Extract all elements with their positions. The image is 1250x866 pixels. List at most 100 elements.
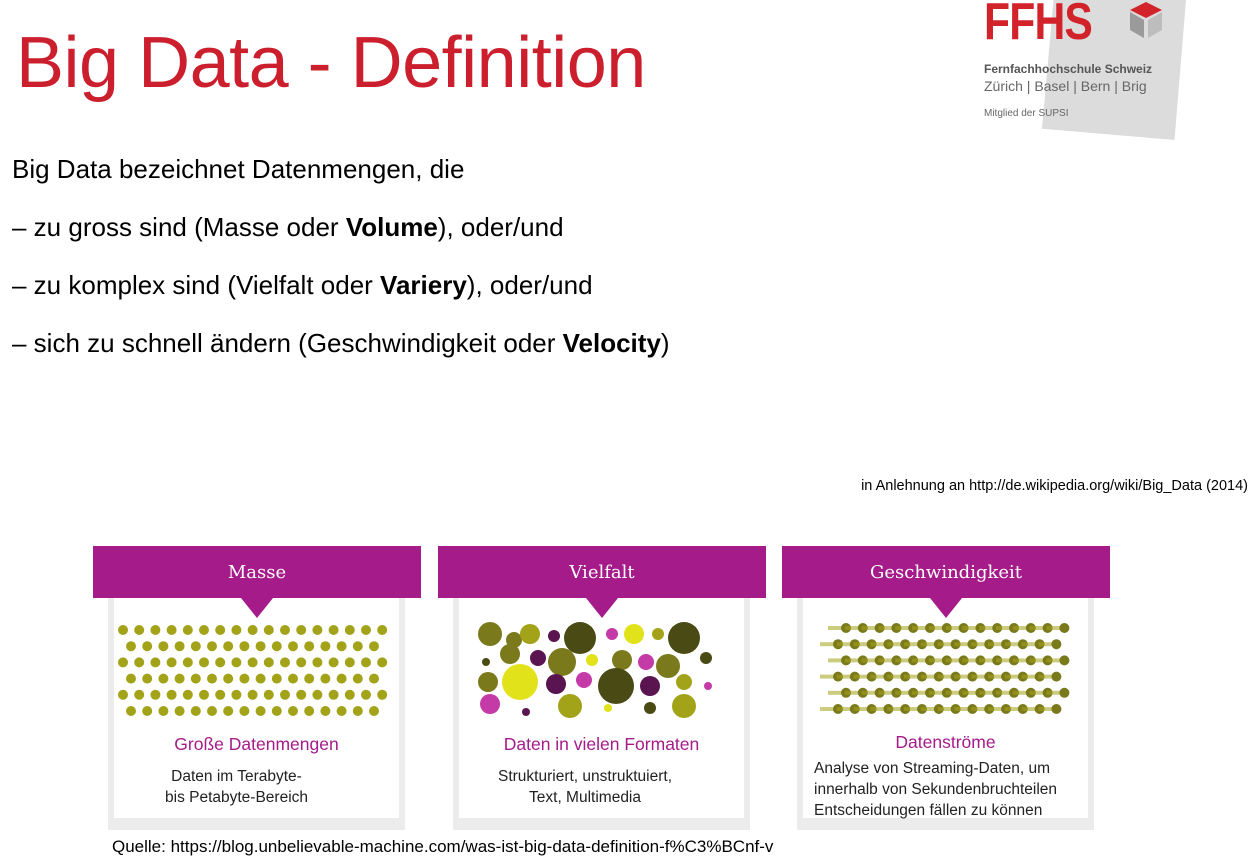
dot-icon — [263, 657, 274, 668]
motion-trail — [962, 690, 977, 695]
dot-icon — [530, 650, 546, 666]
panel-pointer — [930, 598, 962, 618]
motion-trail — [844, 690, 859, 695]
panel-geschwindigkeit: Geschwindigkeit Datenströme Analyse von … — [782, 546, 1110, 830]
dot-icon — [1059, 655, 1070, 666]
dot-icon — [263, 689, 274, 700]
motion-trail — [979, 658, 994, 663]
dot-icon — [576, 672, 592, 688]
motion-trail — [904, 707, 918, 711]
dot-icon — [548, 648, 576, 676]
dot-icon — [150, 625, 161, 635]
motion-trail — [878, 658, 893, 663]
dot-icon — [126, 706, 136, 716]
item-text: – zu gross sind (Masse oder — [12, 212, 346, 242]
logo-member: Mitglied der SUPSI — [984, 108, 1069, 119]
dot-icon — [182, 625, 193, 635]
motion-trail — [1029, 658, 1044, 663]
panel-pointer — [241, 598, 273, 618]
motion-trail — [954, 674, 969, 679]
source-link[interactable]: Quelle: https://blog.unbelievable-machin… — [112, 837, 774, 856]
motion-trail — [820, 674, 834, 679]
logo-locations: Zürich | Basel | Bern | Brig — [984, 78, 1147, 94]
slide-title: Big Data - Definition — [16, 23, 646, 103]
dot-icon — [199, 625, 209, 635]
dot-icon — [150, 689, 161, 700]
logo-school-name: Fernfachhochschule Schweiz — [984, 62, 1153, 76]
dot-icon — [522, 708, 530, 716]
logo-wordmark: FFHS — [984, 0, 1093, 51]
dot-icon — [336, 673, 347, 684]
motion-trail — [928, 626, 943, 630]
motion-trail — [895, 658, 910, 663]
motion-trail — [1021, 707, 1036, 711]
motion-trail — [836, 674, 851, 679]
motion-trail — [937, 642, 952, 647]
motion-trail — [962, 658, 977, 663]
motion-trail — [996, 626, 1010, 630]
motion-trail — [878, 690, 893, 695]
panel-vielfalt: Vielfalt Daten in vielen Formaten Strukt… — [438, 546, 766, 830]
motion-trail — [904, 642, 918, 647]
dot-icon — [377, 689, 388, 700]
motion-trail — [988, 642, 1002, 647]
definition-item-variety: – zu komplex sind (Vielfalt oder Variery… — [12, 270, 593, 301]
dot-icon — [166, 657, 177, 668]
dot-icon — [247, 689, 258, 700]
mixed-circles-icon — [478, 622, 712, 718]
motion-trail — [912, 658, 926, 663]
dot-icon — [500, 644, 520, 664]
dot-icon — [207, 673, 217, 684]
dot-icon — [118, 657, 128, 668]
motion-trail — [1046, 690, 1061, 695]
dot-icon — [280, 657, 290, 668]
dot-icon — [280, 625, 290, 635]
panel-description: Strukturiert, unstruktuiert, Text, Multi… — [498, 768, 673, 806]
dot-icon — [1051, 639, 1062, 650]
dot-icon — [624, 624, 644, 644]
motion-trail — [920, 642, 935, 647]
dot-icon — [336, 706, 347, 716]
motion-trail — [887, 674, 902, 679]
motion-trail — [1038, 707, 1053, 711]
motion-trail — [1004, 642, 1019, 647]
motion-trail — [1021, 674, 1036, 679]
definition-item-volume: – zu gross sind (Masse oder Volume), ode… — [12, 212, 564, 243]
motion-trail — [828, 626, 842, 630]
dot-icon — [352, 641, 363, 652]
dot-icon — [288, 673, 298, 684]
motion-trail — [920, 707, 935, 711]
motion-trail — [928, 658, 943, 663]
dot-icon — [223, 706, 234, 716]
dot-icon — [361, 625, 371, 635]
motion-trail — [895, 690, 910, 695]
logo-cube-icon — [1130, 2, 1162, 38]
motion-trail — [870, 707, 885, 711]
dot-icon — [564, 622, 596, 654]
dot-icon — [223, 641, 234, 652]
dot-icon — [247, 625, 258, 635]
motion-trail — [861, 626, 876, 630]
dot-icon — [134, 625, 145, 635]
dot-icon — [606, 628, 618, 640]
motion-trail — [1029, 626, 1044, 630]
motion-trail — [853, 642, 868, 647]
motion-trail — [836, 642, 851, 647]
motion-trail — [971, 674, 986, 679]
citation-note: in Anlehnung an http://de.wikipedia.org/… — [861, 478, 1248, 494]
dot-icon — [247, 657, 258, 668]
dot-icon — [546, 674, 566, 694]
dot-icon — [271, 641, 282, 652]
dot-icon — [328, 689, 339, 700]
motion-trail — [853, 674, 868, 679]
panel-frame — [453, 576, 750, 830]
motion-trail — [904, 674, 918, 679]
dot-icon — [1059, 687, 1070, 698]
motion-trail — [1046, 658, 1061, 663]
dot-icon — [656, 654, 680, 678]
intro-text: Big Data bezeichnet Datenmengen, die — [12, 154, 465, 184]
motion-trail — [988, 707, 1002, 711]
dot-icon — [150, 657, 161, 668]
panel-frame — [797, 576, 1094, 830]
dot-icon — [166, 625, 177, 635]
